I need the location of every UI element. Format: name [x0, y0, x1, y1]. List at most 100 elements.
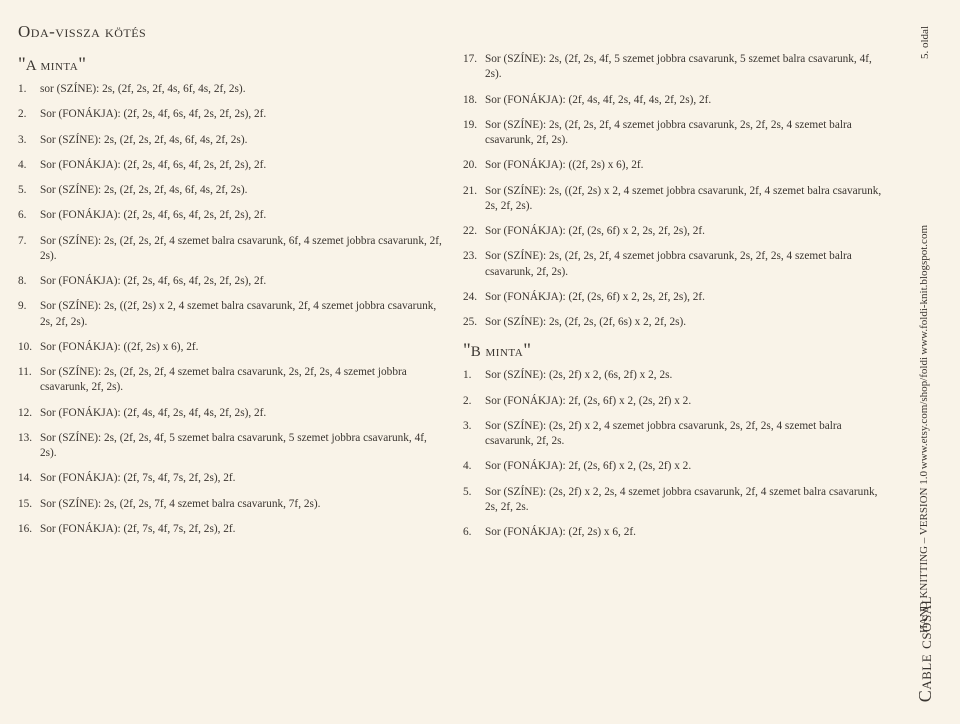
- item-text: Sor (FONÁKJA): (2f, 2s, 4f, 6s, 4f, 2s, …: [40, 158, 445, 173]
- item-text: Sor (FONÁKJA): (2f, 4s, 4f, 2s, 4f, 4s, …: [485, 93, 890, 108]
- list-item: 7.Sor (SZÍNE): 2s, (2f, 2s, 2f, 4 szemet…: [18, 234, 445, 265]
- pattern-list-right-a: 17.Sor (SZÍNE): 2s, (2f, 2s, 4f, 5 szeme…: [463, 52, 890, 330]
- list-item: 25.Sor (SZÍNE): 2s, (2f, 2s, (2f, 6s) x …: [463, 315, 890, 330]
- item-text: Sor (SZÍNE): 2s, (2f, 2s, (2f, 6s) x 2, …: [485, 315, 890, 330]
- item-number: 11.: [18, 365, 40, 396]
- list-item: 4.Sor (FONÁKJA): 2f, (2s, 6f) x 2, (2s, …: [463, 459, 890, 474]
- item-number: 1.: [18, 82, 40, 97]
- list-item: 11.Sor (SZÍNE): 2s, (2f, 2s, 2f, 4 szeme…: [18, 365, 445, 396]
- list-item: 8.Sor (FONÁKJA): (2f, 2s, 4f, 6s, 4f, 2s…: [18, 274, 445, 289]
- list-item: 12.Sor (FONÁKJA): (2f, 4s, 4f, 2s, 4f, 4…: [18, 406, 445, 421]
- list-item: 1.sor (SZÍNE): 2s, (2f, 2s, 2f, 4s, 6f, …: [18, 82, 445, 97]
- item-text: Sor (SZÍNE): (2s, 2f) x 2, 4 szemet jobb…: [485, 419, 890, 450]
- item-text: Sor (SZÍNE): 2s, (2f, 2s, 2f, 4 szemet b…: [40, 234, 445, 265]
- item-number: 23.: [463, 249, 485, 280]
- item-text: Sor (FONÁKJA): (2f, (2s, 6f) x 2, 2s, 2f…: [485, 290, 890, 305]
- item-text: Sor (FONÁKJA): (2f, 2s, 4f, 6s, 4f, 2s, …: [40, 208, 445, 223]
- item-text: Sor (FONÁKJA): (2f, 7s, 4f, 7s, 2f, 2s),…: [40, 522, 445, 537]
- item-text: Sor (SZÍNE): 2s, (2f, 2s, 4f, 5 szemet j…: [485, 52, 890, 83]
- main-title: Oda-vissza kötés: [18, 22, 890, 42]
- pattern-list-b: 1.Sor (SZÍNE): (2s, 2f) x 2, (6s, 2f) x …: [463, 368, 890, 540]
- list-item: 15.Sor (SZÍNE): 2s, (2f, 2s, 7f, 4 szeme…: [18, 497, 445, 512]
- item-number: 21.: [463, 184, 485, 215]
- item-number: 6.: [18, 208, 40, 223]
- item-number: 1.: [463, 368, 485, 383]
- item-number: 9.: [18, 299, 40, 330]
- item-text: Sor (FONÁKJA): (2f, 2s) x 6, 2f.: [485, 525, 890, 540]
- item-text: Sor (FONÁKJA): (2f, 2s, 4f, 6s, 4f, 2s, …: [40, 274, 445, 289]
- list-item: 5.Sor (SZÍNE): (2s, 2f) x 2, 2s, 4 szeme…: [463, 485, 890, 516]
- item-text: Sor (FONÁKJA): (2f, (2s, 6f) x 2, 2s, 2f…: [485, 224, 890, 239]
- item-text: Sor (SZÍNE): (2s, 2f) x 2, 2s, 4 szemet …: [485, 485, 890, 516]
- open-quote-b: ": [463, 340, 471, 361]
- pattern-list-left: 1.sor (SZÍNE): 2s, (2f, 2s, 2f, 4s, 6f, …: [18, 82, 445, 537]
- columns: "A minta" 1.sor (SZÍNE): 2s, (2f, 2s, 2f…: [18, 52, 890, 550]
- item-number: 3.: [18, 133, 40, 148]
- item-number: 5.: [463, 485, 485, 516]
- item-number: 22.: [463, 224, 485, 239]
- item-text: Sor (FONÁKJA): (2f, 4s, 4f, 2s, 4f, 4s, …: [40, 406, 445, 421]
- item-number: 16.: [18, 522, 40, 537]
- item-text: Sor (SZÍNE): 2s, (2f, 2s, 2f, 4s, 6f, 4s…: [40, 183, 445, 198]
- list-item: 3.Sor (SZÍNE): 2s, (2f, 2s, 2f, 4s, 6f, …: [18, 133, 445, 148]
- item-number: 15.: [18, 497, 40, 512]
- list-item: 14.Sor (FONÁKJA): (2f, 7s, 4f, 7s, 2f, 2…: [18, 471, 445, 486]
- item-number: 13.: [18, 431, 40, 462]
- footer-title: Cable csősál: [915, 596, 936, 702]
- page: Oda-vissza kötés "A minta" 1.sor (SZÍNE)…: [0, 0, 960, 724]
- close-quote: ": [78, 54, 86, 75]
- item-text: Sor (SZÍNE): 2s, ((2f, 2s) x 2, 4 szemet…: [485, 184, 890, 215]
- item-number: 18.: [463, 93, 485, 108]
- list-item: 9.Sor (SZÍNE): 2s, ((2f, 2s) x 2, 4 szem…: [18, 299, 445, 330]
- open-quote: ": [18, 54, 26, 75]
- item-number: 17.: [463, 52, 485, 83]
- item-number: 10.: [18, 340, 40, 355]
- page-number: 5. oldal: [919, 26, 931, 59]
- list-item: 3.Sor (SZÍNE): (2s, 2f) x 2, 4 szemet jo…: [463, 419, 890, 450]
- list-item: 6.Sor (FONÁKJA): (2f, 2s) x 6, 2f.: [463, 525, 890, 540]
- list-item: 21.Sor (SZÍNE): 2s, ((2f, 2s) x 2, 4 sze…: [463, 184, 890, 215]
- section-a-head: "A minta": [18, 54, 445, 76]
- list-item: 5.Sor (SZÍNE): 2s, (2f, 2s, 2f, 4s, 6f, …: [18, 183, 445, 198]
- item-text: Sor (FONÁKJA): (2f, 2s, 4f, 6s, 4f, 2s, …: [40, 107, 445, 122]
- right-column: 17.Sor (SZÍNE): 2s, (2f, 2s, 4f, 5 szeme…: [463, 52, 890, 550]
- list-item: 2.Sor (FONÁKJA): 2f, (2s, 6f) x 2, (2s, …: [463, 394, 890, 409]
- item-number: 25.: [463, 315, 485, 330]
- page-number-block: 5. oldal: [900, 26, 950, 59]
- item-text: Sor (SZÍNE): 2s, ((2f, 2s) x 2, 4 szemet…: [40, 299, 445, 330]
- left-column: "A minta" 1.sor (SZÍNE): 2s, (2f, 2s, 2f…: [18, 52, 445, 550]
- item-text: Sor (FONÁKJA): ((2f, 2s) x 6), 2f.: [485, 158, 890, 173]
- list-item: 23.Sor (SZÍNE): 2s, (2f, 2s, 2f, 4 szeme…: [463, 249, 890, 280]
- item-text: Sor (SZÍNE): 2s, (2f, 2s, 4f, 5 szemet b…: [40, 431, 445, 462]
- item-text: Sor (FONÁKJA): ((2f, 2s) x 6), 2f.: [40, 340, 445, 355]
- item-text: Sor (FONÁKJA): (2f, 7s, 4f, 7s, 2f, 2s),…: [40, 471, 445, 486]
- item-number: 4.: [18, 158, 40, 173]
- list-item: 1.Sor (SZÍNE): (2s, 2f) x 2, (6s, 2f) x …: [463, 368, 890, 383]
- item-number: 19.: [463, 118, 485, 149]
- list-item: 24.Sor (FONÁKJA): (2f, (2s, 6f) x 2, 2s,…: [463, 290, 890, 305]
- list-item: 2.Sor (FONÁKJA): (2f, 2s, 4f, 6s, 4f, 2s…: [18, 107, 445, 122]
- item-text: Sor (FONÁKJA): 2f, (2s, 6f) x 2, (2s, 2f…: [485, 459, 890, 474]
- item-text: Sor (SZÍNE): 2s, (2f, 2s, 2f, 4 szemet b…: [40, 365, 445, 396]
- item-number: 2.: [463, 394, 485, 409]
- list-item: 6.Sor (FONÁKJA): (2f, 2s, 4f, 6s, 4f, 2s…: [18, 208, 445, 223]
- section-b-head: "B minta": [463, 340, 890, 362]
- list-item: 20.Sor (FONÁKJA): ((2f, 2s) x 6), 2f.: [463, 158, 890, 173]
- item-number: 20.: [463, 158, 485, 173]
- website-1: www.foldi-knit.blogspot.com: [917, 225, 932, 355]
- item-number: 3.: [463, 419, 485, 450]
- list-item: 19.Sor (SZÍNE): 2s, (2f, 2s, 2f, 4 szeme…: [463, 118, 890, 149]
- list-item: 17.Sor (SZÍNE): 2s, (2f, 2s, 4f, 5 szeme…: [463, 52, 890, 83]
- item-text: Sor (FONÁKJA): 2f, (2s, 6f) x 2, (2s, 2f…: [485, 394, 890, 409]
- item-number: 14.: [18, 471, 40, 486]
- item-text: Sor (SZÍNE): 2s, (2f, 2s, 2f, 4 szemet j…: [485, 118, 890, 149]
- item-text: sor (SZÍNE): 2s, (2f, 2s, 2f, 4s, 6f, 4s…: [40, 82, 445, 97]
- list-item: 13.Sor (SZÍNE): 2s, (2f, 2s, 4f, 5 szeme…: [18, 431, 445, 462]
- item-number: 4.: [463, 459, 485, 474]
- list-item: 4.Sor (FONÁKJA): (2f, 2s, 4f, 6s, 4f, 2s…: [18, 158, 445, 173]
- section-a-title: A minta: [26, 58, 78, 74]
- item-text: Sor (SZÍNE): (2s, 2f) x 2, (6s, 2f) x 2,…: [485, 368, 890, 383]
- list-item: 18.Sor (FONÁKJA): (2f, 4s, 4f, 2s, 4f, 4…: [463, 93, 890, 108]
- item-number: 6.: [463, 525, 485, 540]
- item-text: Sor (SZÍNE): 2s, (2f, 2s, 2f, 4s, 6f, 4s…: [40, 133, 445, 148]
